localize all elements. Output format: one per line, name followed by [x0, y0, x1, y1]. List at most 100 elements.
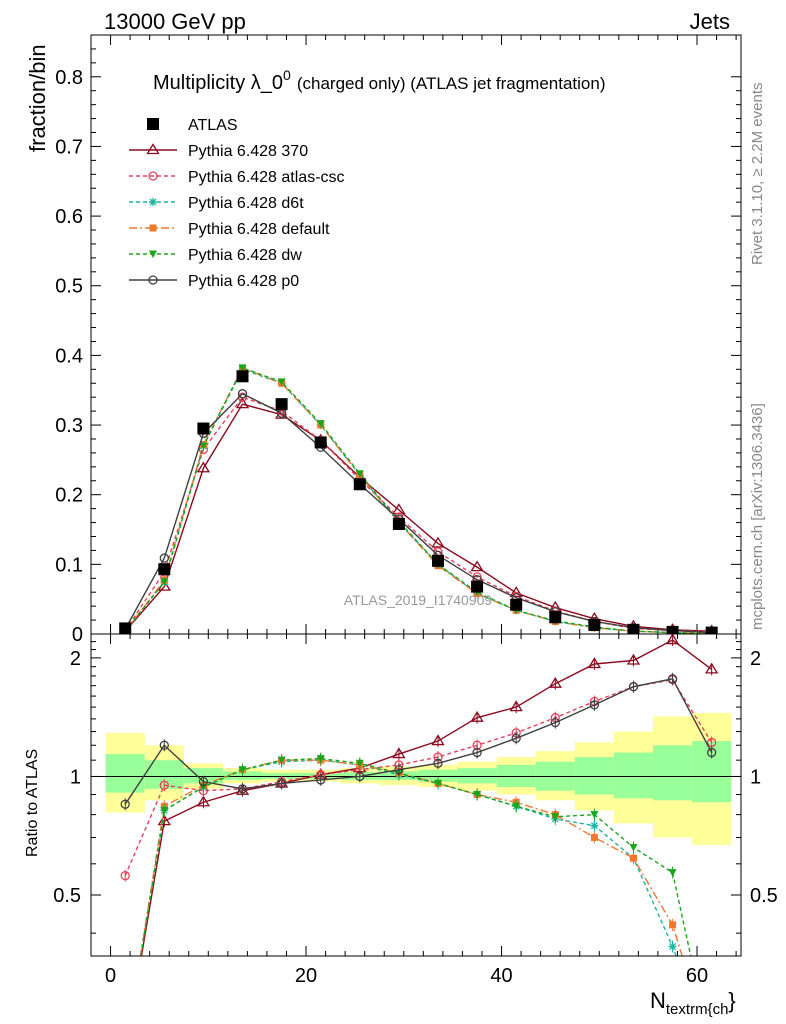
ratio-point [431, 734, 445, 746]
ratio-point [159, 740, 169, 750]
ratio-point [665, 634, 680, 645]
header-energy: 13000 GeV pp [104, 9, 246, 34]
ratio-point [548, 676, 562, 688]
legend-label: Pythia 6.428 default [188, 221, 330, 238]
ratio-ytick-label-right: 1 [750, 766, 761, 788]
series-point [237, 389, 248, 399]
main-title: Multiplicity λ_00 (charged only) (ATLAS j… [153, 67, 606, 94]
ratio-point [277, 756, 286, 765]
atlas-data-point [236, 370, 249, 383]
title-sup: 0 [283, 67, 291, 83]
ratio-point [587, 657, 602, 669]
ratio-point [120, 870, 130, 881]
main-ytick-label: 0 [72, 624, 83, 646]
atlas-data-point [588, 618, 601, 631]
ratio-point [276, 778, 287, 789]
legend-label: ATLAS [188, 117, 238, 134]
ratio-point [470, 710, 484, 722]
ratio-point [159, 780, 169, 790]
legend-marker-stroke [149, 198, 157, 206]
ratio-ytick-label-right: 0.5 [750, 885, 778, 907]
band-green-bin [653, 745, 693, 801]
main-panel: 0 0.1 0.2 0.3 0.4 0.5 0.6 0.7 0.8 ATLAS_2019_I17… [25, 34, 742, 646]
legend-marker [148, 275, 158, 285]
atlas-data-point [275, 398, 288, 411]
ratio-point [707, 737, 717, 748]
series-point [159, 553, 169, 563]
ratio-point [512, 802, 521, 811]
legend-label: Pythia 6.428 370 [188, 143, 308, 160]
main-ytick-label: 0.4 [55, 345, 83, 367]
main-ytick-label: 0.1 [55, 554, 83, 576]
main-ytick-label: 0.6 [55, 206, 83, 228]
legend-marker [149, 224, 157, 232]
ratio-ytick-label: 0.5 [53, 885, 81, 907]
ratio-panel: 0.5 0.51 12 20 20 40 60 Ratio to ATLAS Ntextrm… [24, 633, 778, 1018]
main-ytick-label: 0.5 [55, 276, 83, 298]
legend-marker [146, 143, 160, 155]
series-point [392, 503, 406, 515]
main-ytick-label: 0.7 [55, 136, 83, 158]
main-ytick-label: 0.2 [55, 485, 83, 507]
legend-marker [149, 250, 157, 258]
series-point [235, 397, 250, 409]
ratio-point [355, 759, 364, 768]
legend-marker [149, 198, 157, 206]
atlas-data-point [119, 622, 132, 634]
atlas-data-point [314, 436, 327, 449]
atlas-data-point [666, 625, 679, 634]
ratio-point [589, 700, 600, 710]
series-point [316, 420, 325, 428]
ratio-point [196, 795, 211, 807]
series-point [470, 560, 484, 572]
ratio-point [590, 811, 599, 819]
legend-marker-atlas [147, 118, 159, 130]
band-green-bin [418, 769, 458, 782]
ratio-xtick-label: 0 [105, 965, 116, 987]
ratio-point [355, 771, 365, 782]
ratio-point [237, 784, 248, 794]
xlabel-main: N [650, 988, 666, 1013]
ratio-point [626, 653, 641, 665]
atlas-data-point [705, 626, 718, 634]
main-series-layer [119, 364, 718, 634]
ratio-ytick-label-right: 2 [750, 648, 761, 670]
ratio-point [551, 813, 560, 821]
atlas-data-point [392, 517, 405, 530]
ratio-ytick-label: 1 [70, 766, 81, 788]
series-point [509, 586, 523, 598]
ratio-point [316, 775, 326, 785]
ratio-line-pythia-6-428-p0 [124, 678, 713, 805]
series-point [160, 578, 169, 586]
ratio-point [590, 833, 598, 841]
atlas-data-point [431, 554, 444, 567]
ratio-point [705, 662, 719, 674]
ratio-point [433, 758, 443, 768]
ratio-xtick-label: 20 [295, 965, 317, 987]
atlas-data-point [627, 623, 640, 634]
xlabel-close: } [728, 988, 735, 1013]
ratio-point [629, 854, 637, 862]
ratio-series-layer [120, 634, 719, 956]
ratio-point [316, 755, 325, 763]
ratio-point [668, 869, 677, 877]
series-point [355, 470, 364, 478]
atlas-data-point [353, 478, 366, 491]
ratio-ylabel: Ratio to ATLAS [24, 749, 41, 857]
legend-label: Pythia 6.428 d6t [188, 195, 304, 212]
series-point [196, 461, 211, 473]
ratio-point [157, 814, 171, 826]
ratio-point [509, 700, 523, 712]
series-line-pythia-6-428-dw [124, 367, 712, 634]
ratio-xtick-label: 40 [490, 965, 512, 987]
ratio-point [433, 779, 442, 788]
atlas-data-point [549, 611, 562, 624]
series-point [431, 536, 445, 548]
title-main: Multiplicity λ_0 [153, 72, 283, 94]
ratio-frame [90, 633, 742, 957]
main-ytick-label: 0.8 [55, 67, 83, 89]
series-point [199, 442, 208, 450]
ratio-point-stroke [669, 943, 677, 950]
ratio-point [198, 777, 209, 787]
band-green-bin [105, 754, 145, 793]
